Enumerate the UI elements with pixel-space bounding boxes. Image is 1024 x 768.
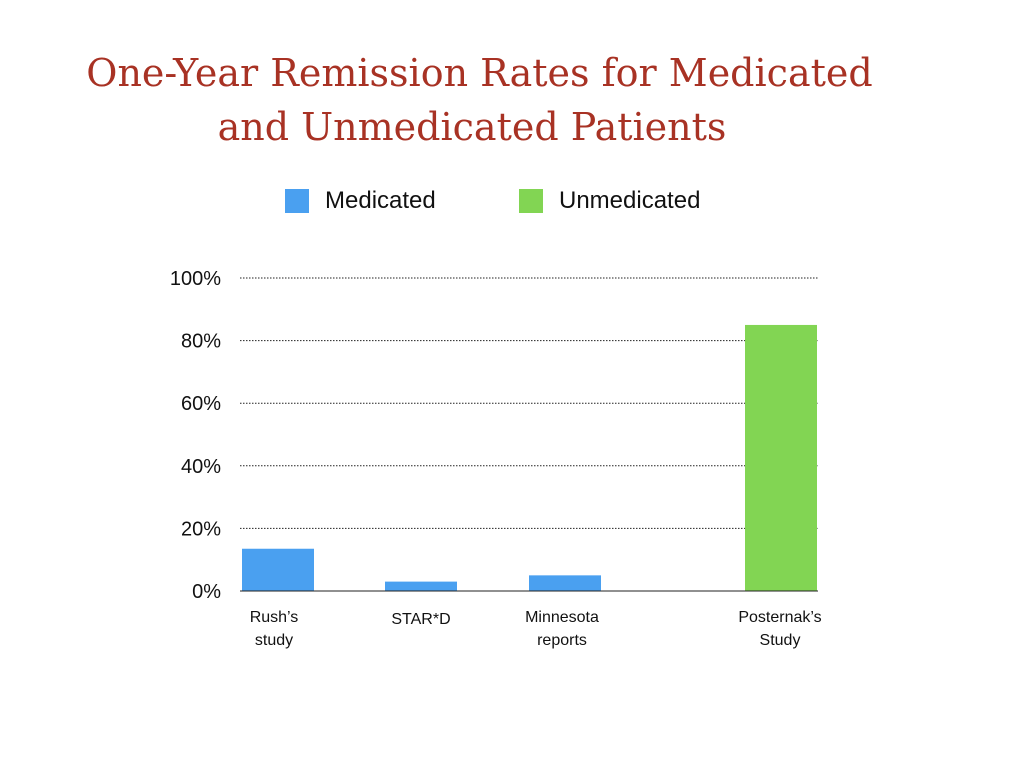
y-tick-label: 0% (192, 581, 221, 603)
legend: Medicated Unmedicated (0, 186, 1024, 216)
x-category-label: Posternak’s (738, 609, 821, 626)
x-category-label: study (255, 632, 293, 649)
x-category-label: STAR*D (391, 611, 450, 628)
y-tick-label: 100% (170, 268, 221, 290)
bar-unmedicated (745, 324, 817, 591)
bar-medicated (242, 548, 314, 591)
x-category-label: Study (760, 632, 801, 649)
legend-swatch-medicated (285, 189, 309, 213)
chart-title: One-Year Remission Rates for Medicated a… (0, 46, 1024, 154)
y-tick-label: 40% (181, 456, 221, 478)
legend-label-unmedicated: Unmedicated (559, 187, 701, 214)
y-tick-label: 60% (181, 393, 221, 415)
y-tick-label: 20% (181, 518, 221, 540)
bar-medicated (529, 575, 601, 591)
bar-medicated (385, 581, 457, 591)
title-line-2: and Unmedicated Patients (217, 105, 727, 149)
x-category-label: reports (537, 632, 587, 649)
legend-item-medicated: Medicated (285, 186, 436, 216)
legend-label-medicated: Medicated (325, 187, 436, 214)
x-category-label: Rush’s (250, 609, 299, 626)
legend-swatch-unmedicated (519, 189, 543, 213)
y-tick-label: 80% (181, 331, 221, 353)
title-line-1: One-Year Remission Rates for Medicated (86, 51, 873, 95)
legend-item-unmedicated: Unmedicated (519, 186, 700, 216)
x-category-label: Minnesota (525, 609, 599, 626)
